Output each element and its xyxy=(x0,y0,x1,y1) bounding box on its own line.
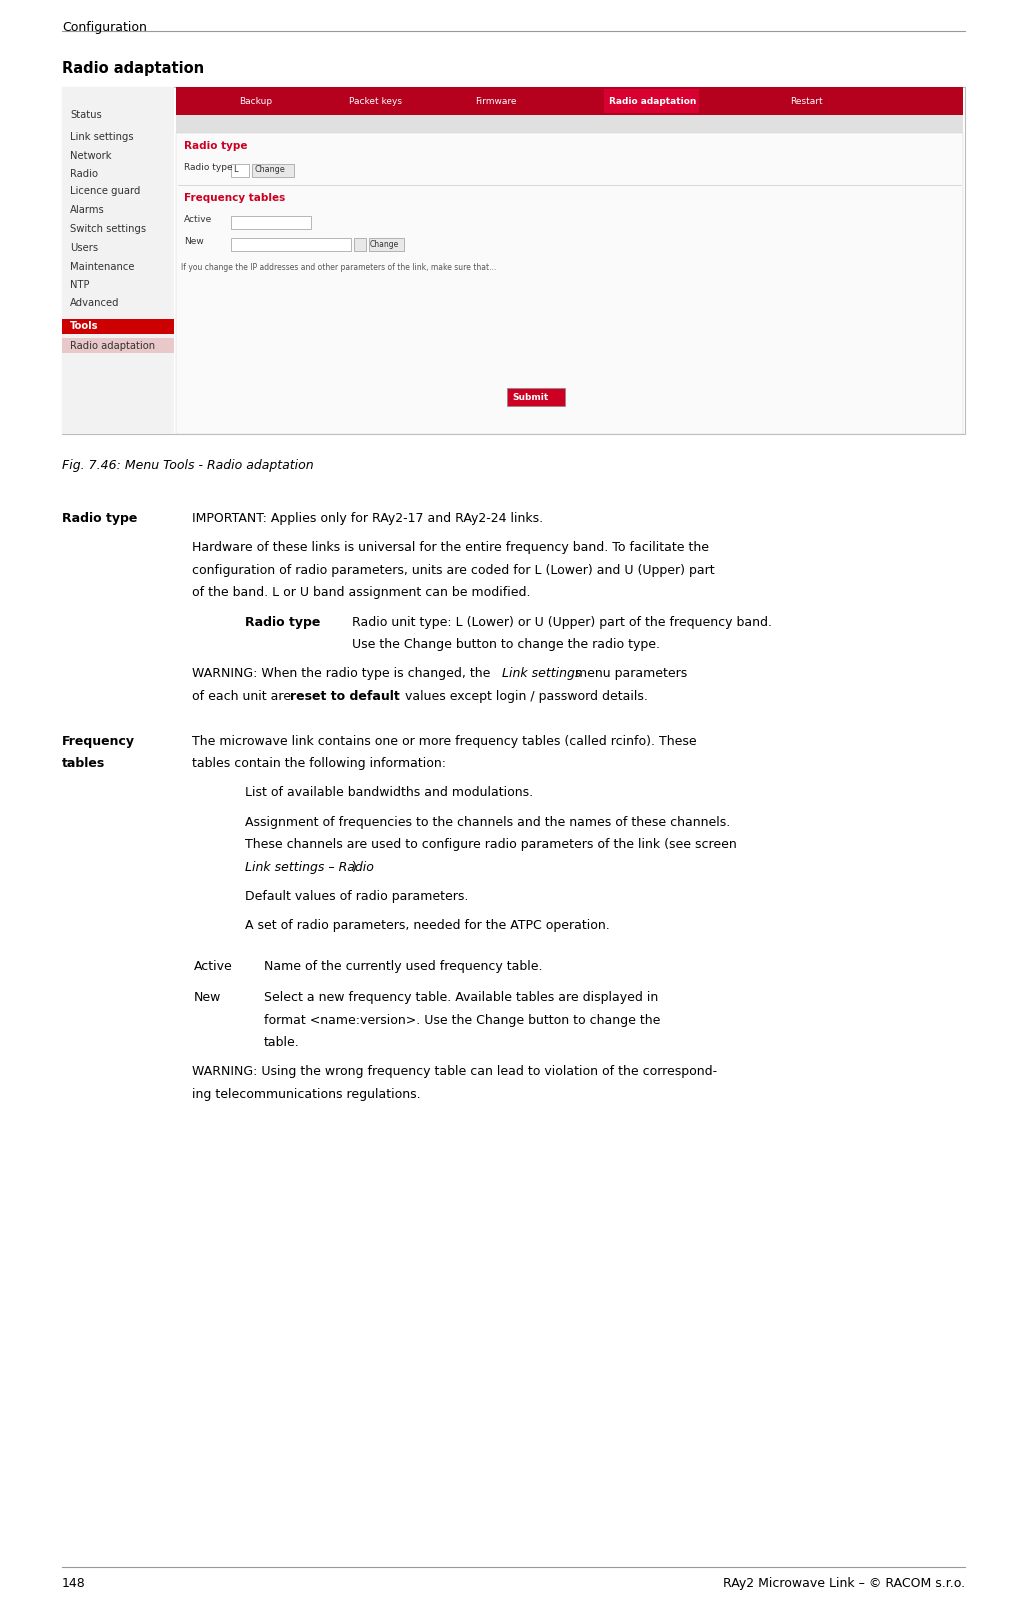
Text: Configuration: Configuration xyxy=(62,21,147,34)
Text: Frequency tables: Frequency tables xyxy=(184,193,285,203)
Text: Change: Change xyxy=(254,166,285,174)
Text: List of available bandwidths and modulations.: List of available bandwidths and modulat… xyxy=(245,787,534,800)
Text: Radio type: Radio type xyxy=(245,616,320,628)
Text: Active: Active xyxy=(184,214,212,224)
Text: Backup: Backup xyxy=(239,96,272,106)
Text: format <name:version>. Use the Change button to change the: format <name:version>. Use the Change bu… xyxy=(264,1014,661,1027)
Bar xyxy=(176,86,963,115)
Text: Radio adaptation: Radio adaptation xyxy=(62,61,204,77)
Text: Restart: Restart xyxy=(790,96,823,106)
Text: Hardware of these links is universal for the entire frequency band. To facilitat: Hardware of these links is universal for… xyxy=(192,540,709,555)
Text: Radio adaptation: Radio adaptation xyxy=(70,341,155,350)
Text: Alarms: Alarms xyxy=(70,205,105,216)
Text: Maintenance: Maintenance xyxy=(70,262,134,272)
Bar xyxy=(62,86,965,433)
Bar xyxy=(176,133,963,433)
Text: values except login / password details.: values except login / password details. xyxy=(401,689,647,702)
Text: Packet keys: Packet keys xyxy=(349,96,402,106)
Text: Network: Network xyxy=(70,152,112,161)
Bar xyxy=(369,238,404,251)
Text: L: L xyxy=(233,166,238,174)
Text: configuration of radio parameters, units are coded for L (Lower) and U (Upper) p: configuration of radio parameters, units… xyxy=(192,564,715,577)
Text: Firmware: Firmware xyxy=(475,96,516,106)
Text: 148: 148 xyxy=(62,1577,86,1589)
Text: Licence guard: Licence guard xyxy=(70,185,141,197)
Text: Radio type: Radio type xyxy=(184,141,247,150)
Text: NTP: NTP xyxy=(70,280,89,289)
Bar xyxy=(252,165,294,177)
Text: menu parameters: menu parameters xyxy=(571,667,687,680)
Text: Name of the currently used frequency table.: Name of the currently used frequency tab… xyxy=(264,959,543,972)
Text: Default values of radio parameters.: Default values of radio parameters. xyxy=(245,891,469,903)
Text: Radio type: Radio type xyxy=(62,512,137,524)
Bar xyxy=(176,115,963,133)
Text: New: New xyxy=(194,991,222,1004)
Text: Advanced: Advanced xyxy=(70,297,119,309)
Text: Use the Change button to change the radio type.: Use the Change button to change the radi… xyxy=(352,638,660,651)
Text: Radio adaptation: Radio adaptation xyxy=(608,96,697,106)
Text: Users: Users xyxy=(70,243,98,253)
Text: Frequency: Frequency xyxy=(62,736,135,748)
Text: of the band. L or U band assignment can be modified.: of the band. L or U band assignment can … xyxy=(192,587,530,600)
Text: A set of radio parameters, needed for the ATPC operation.: A set of radio parameters, needed for th… xyxy=(245,919,609,932)
Text: Radio unit type: L (Lower) or U (Upper) part of the frequency band.: Radio unit type: L (Lower) or U (Upper) … xyxy=(352,616,772,628)
Text: If you change the IP addresses and other parameters of the link, make sure that.: If you change the IP addresses and other… xyxy=(181,262,497,272)
Text: ).: ). xyxy=(352,860,361,873)
Text: New: New xyxy=(184,237,204,246)
Text: WARNING: When the radio type is changed, the: WARNING: When the radio type is changed,… xyxy=(192,667,495,680)
Text: Fig. 7.46: Menu Tools - Radio adaptation: Fig. 7.46: Menu Tools - Radio adaptation xyxy=(62,459,314,472)
Text: WARNING: Using the wrong frequency table can lead to violation of the correspond: WARNING: Using the wrong frequency table… xyxy=(192,1065,717,1078)
Text: Select a new frequency table. Available tables are displayed in: Select a new frequency table. Available … xyxy=(264,991,659,1004)
Bar xyxy=(231,238,351,251)
Bar xyxy=(354,238,366,251)
Text: IMPORTANT: Applies only for RAy2-17 and RAy2-24 links.: IMPORTANT: Applies only for RAy2-17 and … xyxy=(192,512,543,524)
Text: Submit: Submit xyxy=(513,392,549,401)
Bar xyxy=(604,90,699,114)
Text: These channels are used to configure radio parameters of the link (see screen: These channels are used to configure rad… xyxy=(245,838,737,851)
Bar xyxy=(62,86,174,433)
Bar xyxy=(231,165,249,177)
Text: tables contain the following information:: tables contain the following information… xyxy=(192,758,446,771)
Bar xyxy=(231,216,311,229)
Text: Assignment of frequencies to the channels and the names of these channels.: Assignment of frequencies to the channel… xyxy=(245,815,731,828)
Text: Radio type: Radio type xyxy=(184,163,233,173)
Text: Status: Status xyxy=(70,110,102,120)
Text: of each unit are: of each unit are xyxy=(192,689,295,702)
Text: The microwave link contains one or more frequency tables (called rcinfo). These: The microwave link contains one or more … xyxy=(192,736,697,748)
Text: Radio: Radio xyxy=(70,169,98,179)
Text: Change: Change xyxy=(370,240,399,248)
Text: RAy2 Microwave Link – © RACOM s.r.o.: RAy2 Microwave Link – © RACOM s.r.o. xyxy=(723,1577,965,1589)
Text: Link settings: Link settings xyxy=(70,133,133,142)
Text: Switch settings: Switch settings xyxy=(70,224,146,235)
Text: Link settings: Link settings xyxy=(502,667,582,680)
Text: Tools: Tools xyxy=(70,321,98,331)
Text: Active: Active xyxy=(194,959,233,972)
Text: Link settings – Radio: Link settings – Radio xyxy=(245,860,373,873)
Bar xyxy=(62,320,174,334)
Text: ing telecommunications regulations.: ing telecommunications regulations. xyxy=(192,1087,421,1102)
Text: table.: table. xyxy=(264,1036,300,1049)
Bar xyxy=(507,389,564,406)
Text: reset to default: reset to default xyxy=(289,689,399,702)
Text: tables: tables xyxy=(62,758,106,771)
Bar xyxy=(62,339,174,353)
